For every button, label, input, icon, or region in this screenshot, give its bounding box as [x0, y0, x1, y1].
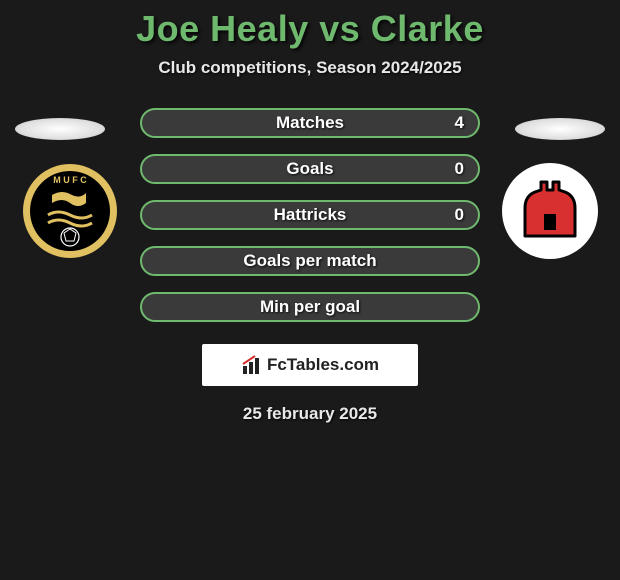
stats-area: M U F C Matches 4 Goals: [0, 108, 620, 322]
club-badge-right: [502, 163, 598, 259]
svg-text:M U F C: M U F C: [53, 175, 87, 185]
club-badge-left: M U F C: [22, 163, 118, 259]
stat-bar-goals: Goals 0: [140, 154, 480, 184]
club-crest-right-icon: [507, 168, 593, 254]
stat-bar-value: 0: [455, 159, 464, 179]
source-logo-text: FcTables.com: [267, 355, 379, 375]
stat-bar-value: 0: [455, 205, 464, 225]
stat-bar-label: Matches: [276, 113, 344, 133]
stat-bar-hattricks: Hattricks 0: [140, 200, 480, 230]
page-subtitle: Club competitions, Season 2024/2025: [158, 58, 461, 78]
stat-bar-label: Goals per match: [243, 251, 376, 271]
stat-bar-label: Min per goal: [260, 297, 360, 317]
source-logo: FcTables.com: [202, 344, 418, 386]
stat-bar-label: Goals: [286, 159, 333, 179]
shadow-ellipse-left: [15, 118, 105, 140]
bar-chart-icon: [241, 354, 263, 376]
club-crest-left-icon: M U F C: [22, 163, 118, 259]
comparison-card: Joe Healy vs Clarke Club competitions, S…: [0, 0, 620, 424]
page-title: Joe Healy vs Clarke: [136, 8, 484, 50]
stat-bar-label: Hattricks: [274, 205, 347, 225]
stat-bar-goals-per-match: Goals per match: [140, 246, 480, 276]
stat-bars: Matches 4 Goals 0 Hattricks 0 Goals per …: [140, 108, 480, 322]
stat-bar-min-per-goal: Min per goal: [140, 292, 480, 322]
shadow-ellipse-right: [515, 118, 605, 140]
stat-bar-value: 4: [455, 113, 464, 133]
snapshot-date: 25 february 2025: [243, 404, 377, 424]
stat-bar-matches: Matches 4: [140, 108, 480, 138]
